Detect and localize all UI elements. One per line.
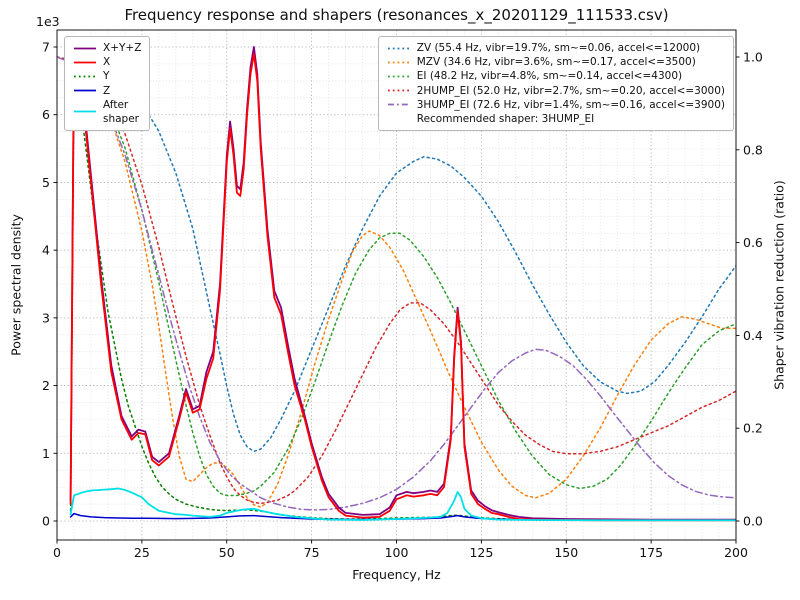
- y-right-tick-label: 0.8: [743, 142, 763, 157]
- legend-label: Y: [103, 70, 110, 83]
- legend-label: MZV (34.6 Hz, vibr=3.6%, sm~=0.17, accel…: [416, 56, 696, 69]
- x-tick-label: 150: [554, 545, 578, 560]
- legend-item: ZV (55.4 Hz, vibr=19.7%, sm~=0.06, accel…: [387, 41, 725, 55]
- x-tick-label: 50: [219, 545, 235, 560]
- legend-label: X: [103, 56, 111, 69]
- legend-label: Z: [103, 84, 111, 97]
- legend-item: Recommended shaper: 3HUMP_EI: [387, 112, 725, 126]
- y-right-tick-label: 0.4: [743, 328, 763, 343]
- legend-label: 2HUMP_EI (52.0 Hz, vibr=2.7%, sm~=0.20, …: [416, 84, 725, 97]
- x-tick-label: 200: [724, 545, 748, 560]
- series-ei: [57, 56, 736, 497]
- legend-line-sample: [74, 110, 96, 113]
- x-tick-label: 175: [639, 545, 663, 560]
- legend-item: X+Y+Z: [73, 41, 141, 55]
- legend-line-sample: [387, 103, 410, 106]
- x-tick-label: 75: [304, 545, 320, 560]
- y-axis-offset-label: 1e3: [36, 14, 60, 29]
- y-right-tick-label: 0.0: [743, 514, 763, 529]
- legend-label: X+Y+Z: [103, 42, 142, 54]
- legend-item: MZV (34.6 Hz, vibr=3.6%, sm~=0.17, accel…: [387, 55, 725, 69]
- legend-line-sample: [387, 47, 410, 49]
- legend-item: 3HUMP_EI (72.6 Hz, vibr=1.4%, sm~=0.16, …: [387, 98, 725, 112]
- y-left-tick-label: 6: [42, 107, 50, 122]
- legend-label: Recommended shaper: 3HUMP_EI: [416, 112, 595, 125]
- legend-item: X: [73, 55, 141, 69]
- y-left-tick-label: 4: [42, 243, 50, 258]
- y-left-tick-label: 5: [42, 175, 50, 190]
- legend-line-sample: [74, 47, 96, 49]
- legend-line-sample: [74, 75, 96, 78]
- series-after-shaper: [69, 487, 736, 522]
- legend-line-sample: [387, 61, 410, 64]
- legend-item: After shaper: [73, 98, 141, 126]
- y-right-tick-label: 1.0: [743, 50, 763, 65]
- x-tick-label: 25: [134, 545, 150, 560]
- series-3hump_ei: [57, 56, 736, 511]
- legend-label: After shaper: [103, 98, 140, 125]
- legend-line-sample: [74, 89, 96, 92]
- x-tick-label: 125: [469, 545, 493, 560]
- x-tick-label: 100: [385, 545, 409, 560]
- legend-line-sample: [74, 61, 96, 64]
- y-left-tick-label: 0: [42, 514, 50, 529]
- legend-label: ZV (55.4 Hz, vibr=19.7%, sm~=0.06, accel…: [416, 42, 701, 54]
- legend-shapers: ZV (55.4 Hz, vibr=19.7%, sm~=0.06, accel…: [377, 36, 734, 132]
- legend-line-sample: [387, 75, 410, 78]
- legend-item: Y: [73, 69, 141, 83]
- legend-line-sample: [387, 89, 410, 92]
- legend-item: 2HUMP_EI (52.0 Hz, vibr=2.7%, sm~=0.20, …: [387, 84, 725, 98]
- chart-title: Frequency response and shapers (resonanc…: [124, 6, 669, 24]
- series-2hump_ei: [57, 56, 736, 505]
- series-mzv: [57, 56, 736, 508]
- legend-item: EI (48.2 Hz, vibr=4.8%, sm~=0.14, accel<…: [387, 69, 725, 83]
- legend-label: 3HUMP_EI (72.6 Hz, vibr=1.4%, sm~=0.16, …: [416, 98, 725, 111]
- y-left-tick-label: 1: [42, 446, 50, 461]
- y-right-tick-label: 0.2: [743, 421, 763, 436]
- x-tick-label: 0: [53, 545, 61, 560]
- legend-psd: X+Y+Z X Y Z After shaper: [64, 36, 151, 132]
- legend-label: EI (48.2 Hz, vibr=4.8%, sm~=0.14, accel<…: [416, 70, 683, 83]
- y-left-tick-label: 7: [42, 40, 50, 55]
- series-x: [69, 49, 736, 522]
- x-axis-label: Frequency, Hz: [352, 567, 441, 582]
- y-left-tick-label: 3: [42, 310, 50, 325]
- legend-item: Z: [73, 84, 141, 98]
- y-right-tick-label: 0.6: [743, 235, 763, 250]
- y-left-tick-label: 2: [42, 378, 50, 393]
